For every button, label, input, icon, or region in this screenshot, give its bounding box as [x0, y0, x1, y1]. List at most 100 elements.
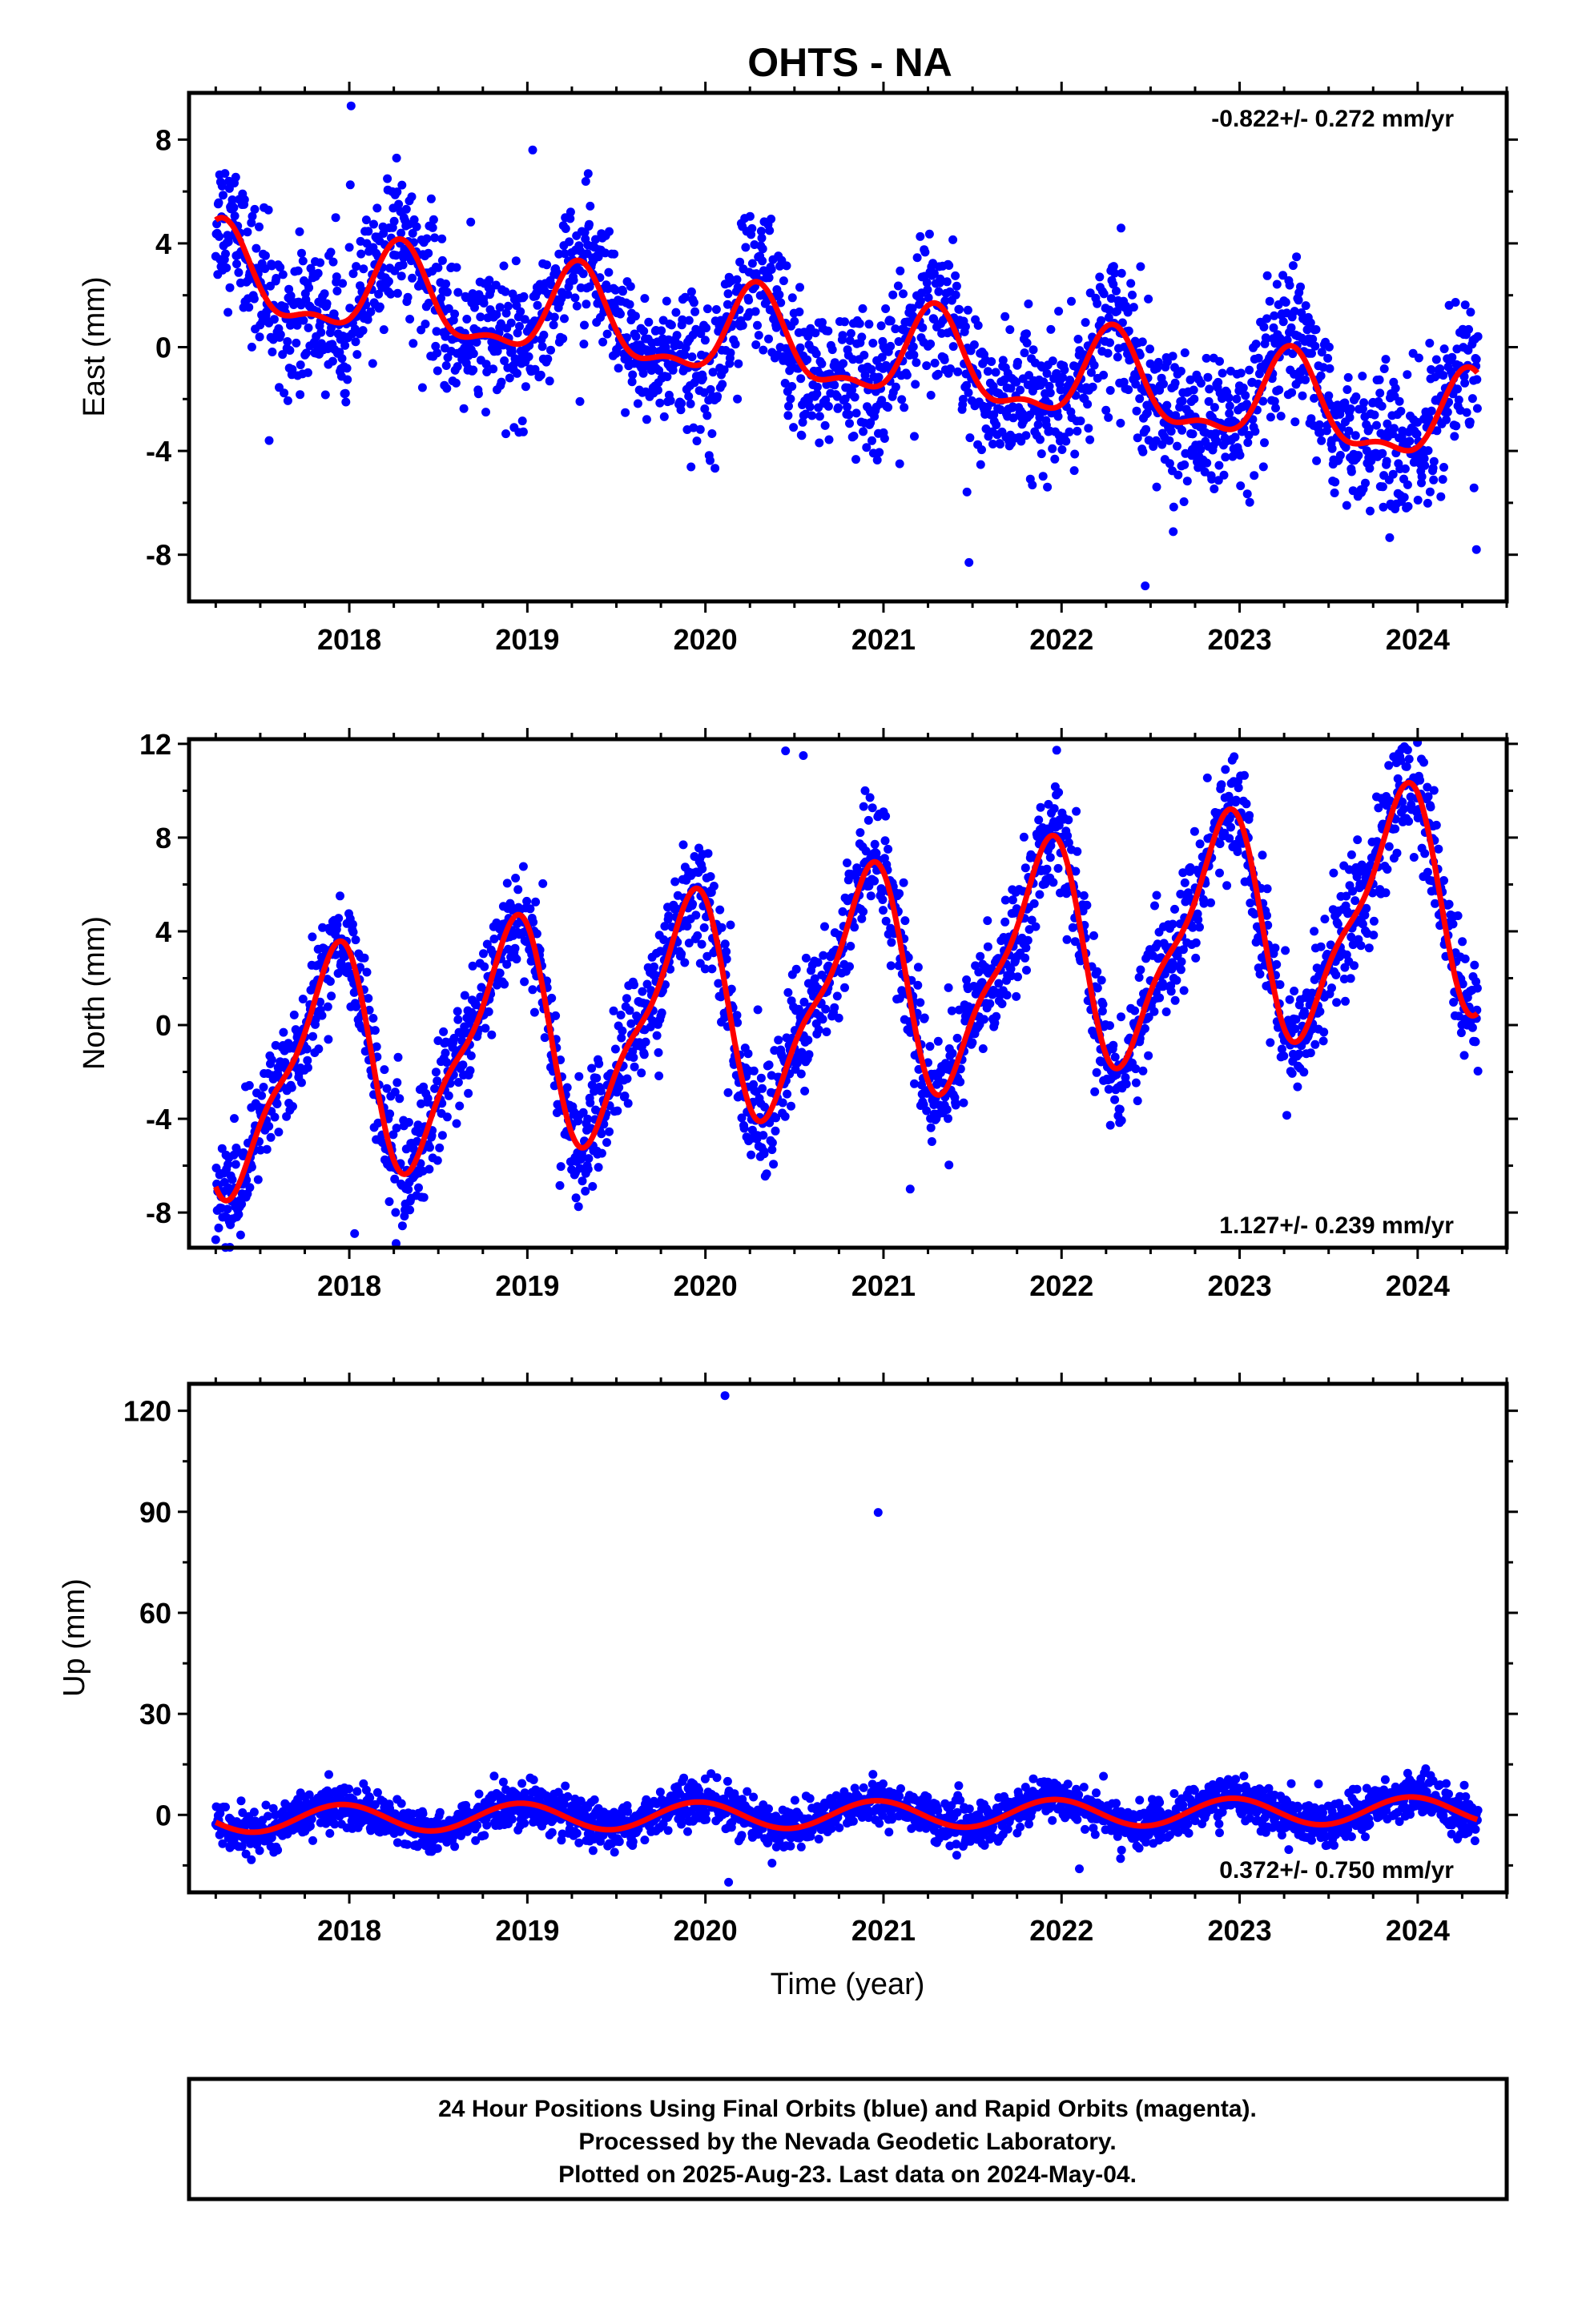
data-point [1067, 296, 1076, 306]
data-point [332, 286, 342, 296]
data-point [392, 288, 402, 298]
data-point [1399, 493, 1409, 502]
data-point [510, 943, 520, 953]
data-point [1130, 1006, 1140, 1015]
data-point [361, 215, 371, 225]
data-point [215, 231, 224, 241]
data-point [1232, 394, 1242, 404]
data-point [687, 352, 697, 362]
data-point [298, 256, 308, 266]
data-point [767, 265, 776, 274]
data-point [700, 404, 710, 413]
data-point [843, 402, 851, 412]
data-point [775, 290, 784, 300]
data-point [235, 1230, 245, 1240]
data-point [625, 300, 634, 309]
data-point [926, 391, 936, 400]
data-point [1311, 325, 1321, 334]
data-point [528, 985, 537, 995]
data-point [1299, 1068, 1309, 1077]
data-point [1395, 396, 1404, 406]
data-point [272, 1100, 282, 1108]
data-point [884, 403, 893, 412]
data-point [1136, 262, 1145, 271]
data-point [1427, 406, 1436, 416]
data-point [278, 270, 288, 279]
data-point [797, 431, 807, 440]
data-point [813, 958, 823, 967]
data-point [1036, 802, 1045, 812]
data-point [1467, 1023, 1477, 1032]
data-point [948, 1048, 957, 1058]
data-point [1170, 995, 1180, 1005]
data-point [1173, 441, 1181, 451]
data-point [851, 408, 861, 418]
data-point [1265, 296, 1274, 306]
data-point [783, 1089, 792, 1099]
data-point [638, 987, 647, 996]
data-point [336, 891, 344, 901]
panel-north-model-line [213, 779, 1479, 1204]
data-point [1353, 835, 1363, 845]
data-point [927, 1137, 936, 1146]
data-point [1161, 1007, 1171, 1016]
data-point [1097, 975, 1106, 985]
data-point [655, 398, 665, 408]
data-point [1471, 1037, 1480, 1047]
data-point [1054, 307, 1064, 316]
data-point [1399, 804, 1408, 814]
data-point [955, 304, 964, 314]
data-point [774, 1035, 783, 1045]
data-point [327, 991, 336, 1001]
data-point [706, 456, 715, 465]
data-point [1196, 379, 1206, 388]
data-point [1458, 937, 1467, 947]
data-point [1089, 360, 1099, 370]
data-point [680, 958, 690, 967]
data-point [899, 289, 908, 299]
data-point [1233, 847, 1242, 856]
data-point [796, 1069, 806, 1079]
data-point [460, 991, 469, 1000]
outlier-point [781, 746, 791, 756]
data-point [622, 333, 631, 343]
data-point [1288, 261, 1298, 271]
data-point [1115, 1104, 1125, 1114]
data-point [787, 382, 797, 391]
data-point [501, 429, 510, 439]
data-point [614, 364, 623, 373]
data-point [1224, 393, 1234, 403]
data-point [326, 247, 336, 257]
data-point [1189, 385, 1198, 395]
data-point [316, 258, 325, 267]
data-point [1064, 815, 1073, 825]
data-point [1392, 848, 1402, 858]
data-point [566, 207, 575, 217]
data-point [505, 373, 514, 383]
data-point [453, 1078, 463, 1087]
data-point [702, 411, 712, 420]
data-point [1347, 850, 1356, 859]
data-point [437, 1131, 447, 1140]
data-point [327, 323, 336, 332]
data-point [392, 187, 402, 197]
data-point [855, 319, 864, 328]
data-point [212, 219, 222, 229]
data-point [1285, 995, 1294, 1004]
data-point [723, 300, 732, 309]
data-point [815, 412, 824, 421]
data-point [268, 348, 277, 356]
data-point [1155, 993, 1165, 1003]
data-point [1099, 289, 1109, 299]
data-point [850, 392, 859, 402]
data-point [832, 991, 842, 1001]
data-point [270, 1112, 280, 1122]
data-point [513, 885, 523, 895]
data-point [641, 1037, 650, 1047]
data-point [630, 980, 638, 990]
data-point [431, 1068, 441, 1077]
data-point [843, 858, 851, 867]
data-point [1314, 420, 1324, 429]
data-point [1117, 223, 1125, 233]
data-point [250, 204, 260, 214]
